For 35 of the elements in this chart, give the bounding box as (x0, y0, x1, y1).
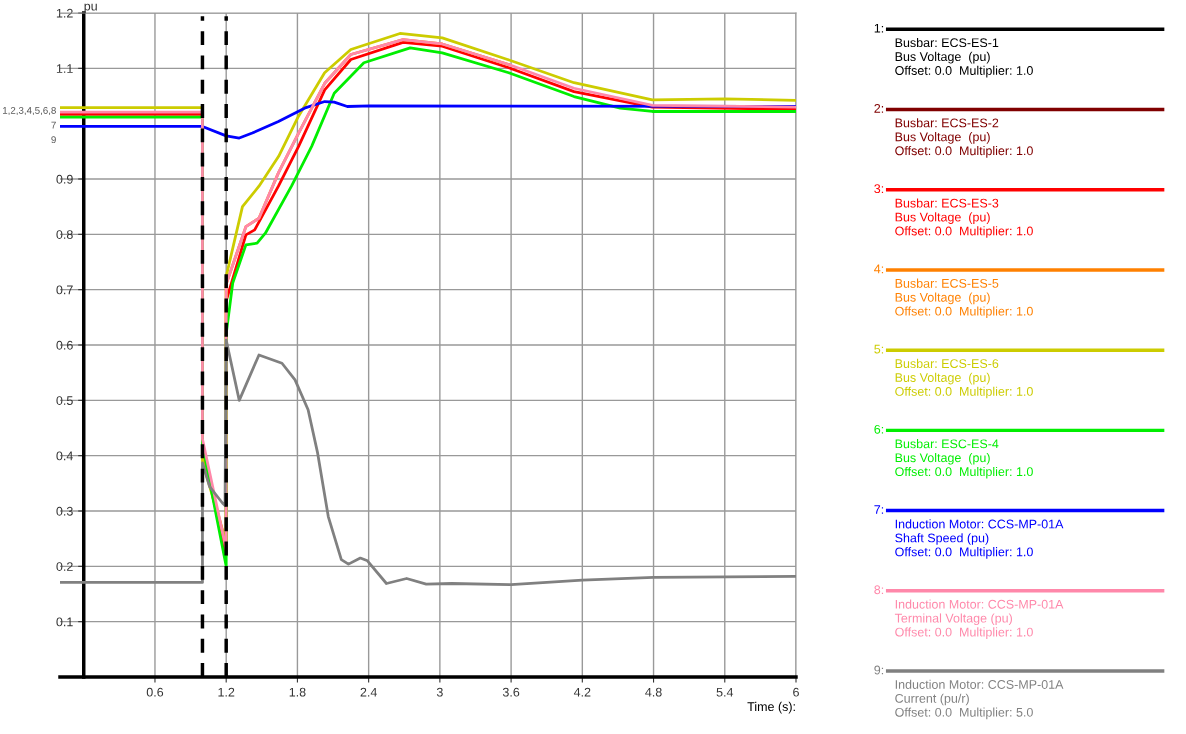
text: 7: Induction Motor: CCS-MP-01A Shaft Speed (pu) Offset: 0.0 Multiplier: 1.0 (874, 505, 1064, 559)
text: 9 (51, 136, 56, 144)
x-tick-label: 1.8 (289, 687, 306, 697)
text: 6: Busbar: ESC-ES-4 Bus Voltage (pu) Offset: 0.0 Multiplier: 1.0 (874, 424, 1033, 479)
y-tick-label: 0.9 (56, 174, 73, 184)
y-tick-label: 0.5 (56, 396, 73, 405)
x-tick-label: 0.6 (146, 687, 164, 697)
y-tick-label: 1.2 (56, 8, 73, 18)
text: 5: Busbar: ECS-ES-6 Bus Voltage (pu) Offset: 0.0 Multiplier: 1.0 (874, 344, 1033, 399)
y-tick-label: 0.4 (56, 451, 73, 461)
y-tick-label: 0.3 (56, 506, 73, 516)
y-tick-label: 0.2 (56, 562, 73, 571)
x-axis-title: Time (s): (747, 701, 795, 714)
x-tick-label: 2.4 (360, 687, 377, 697)
legend-label: 2: Busbar: ECS-ES-2 Bus Voltage (pu) Offset: 0.0 Multiplier: 1.0 (874, 104, 1033, 158)
x-tick-label: 6 (793, 687, 799, 697)
text: 9: Induction Motor: CCS-MP-01A Current (pu/r) Offset: 0.0 Multiplier: 5.0 (874, 665, 1064, 720)
text: 8: Induction Motor: CCS-MP-01A Terminal Voltage (pu) Offset: 0.0 Multiplier: 1.0 (874, 585, 1064, 639)
x-tick-label: 4.8 (645, 687, 662, 697)
y-tick-label: 0.6 (56, 340, 73, 350)
text: 4: Busbar: ECS-ES-5 Bus Voltage (pu) Offset: 0.0 Multiplier: 1.0 (874, 264, 1033, 319)
y-tick-label: 0.1 (56, 617, 73, 627)
y-tick-label: 1.1 (56, 64, 73, 73)
y-tick-label: 0.7 (56, 285, 73, 295)
x-tick-label: 3 (436, 687, 443, 697)
x-tick-label: 5.4 (716, 687, 734, 697)
y-axis-title: pu (84, 3, 97, 13)
x-tick-label: 1.2 (218, 687, 235, 697)
x-tick-label: 3.6 (502, 687, 520, 697)
legend-label: 1: Busbar: ECS-ES-1 Bus Voltage (pu) Offset: 0.0 Multiplier: 1.0 (874, 23, 1033, 78)
text: 7 (51, 121, 56, 129)
text: 1,2,3,4,5,6,8 (3, 107, 56, 116)
x-tick-label: 4.2 (573, 687, 591, 697)
y-tick-label: 0.8 (56, 230, 73, 239)
text: 3: Busbar: ECS-ES-3 Bus Voltage (pu) Offset: 0.0 Multiplier: 1.0 (874, 184, 1033, 238)
